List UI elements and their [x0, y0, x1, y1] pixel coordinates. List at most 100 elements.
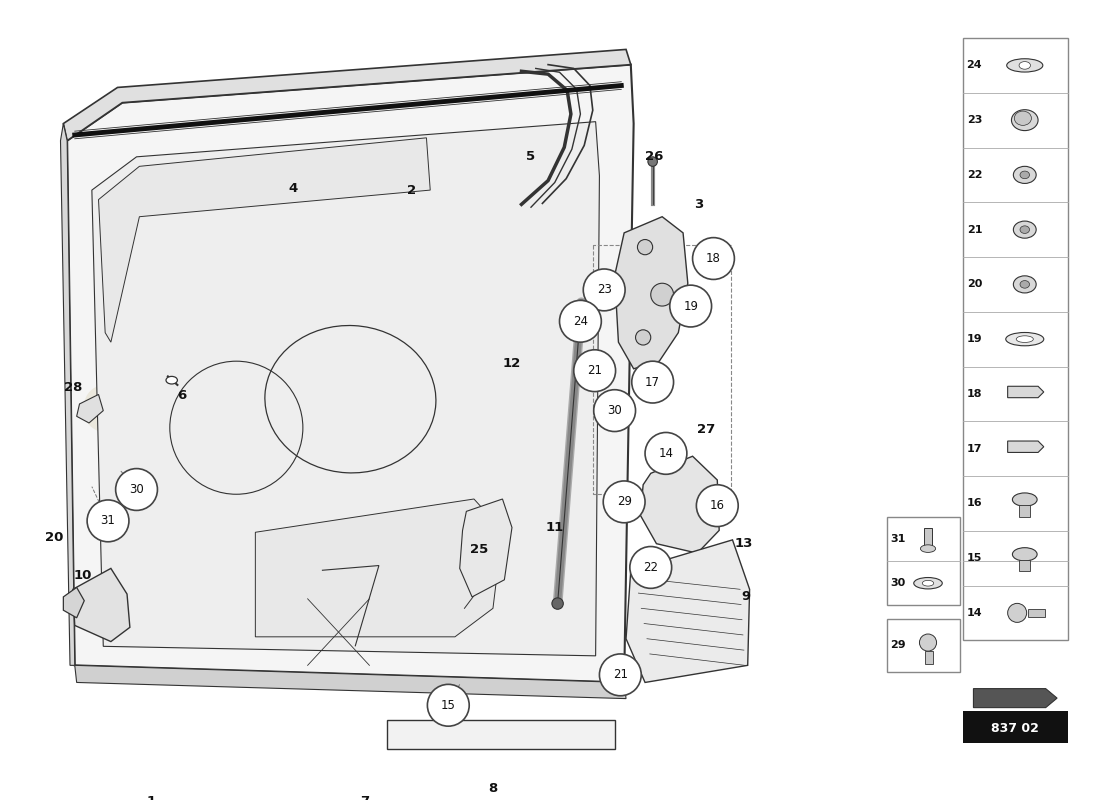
Circle shape	[600, 654, 641, 696]
Text: 17: 17	[967, 444, 982, 454]
Text: 9: 9	[741, 590, 750, 603]
Circle shape	[670, 285, 712, 327]
Text: 16: 16	[710, 499, 725, 512]
Text: 837 02: 837 02	[991, 722, 1040, 735]
Polygon shape	[640, 456, 719, 553]
Text: 26: 26	[646, 150, 663, 163]
Text: 17: 17	[646, 375, 660, 389]
Bar	[962, 38, 1067, 640]
Circle shape	[583, 269, 625, 311]
Polygon shape	[77, 394, 103, 423]
Circle shape	[116, 469, 157, 510]
Ellipse shape	[920, 634, 936, 651]
Polygon shape	[64, 587, 85, 618]
Polygon shape	[60, 123, 75, 666]
Text: 19: 19	[683, 299, 698, 313]
Ellipse shape	[1012, 493, 1037, 506]
Ellipse shape	[1013, 166, 1036, 183]
Text: 23: 23	[967, 115, 982, 125]
Circle shape	[645, 433, 686, 474]
Polygon shape	[626, 540, 749, 682]
Ellipse shape	[921, 545, 936, 553]
Text: 16: 16	[967, 498, 982, 508]
Bar	[925, 651, 933, 665]
Polygon shape	[1008, 386, 1044, 398]
Text: 21: 21	[967, 225, 982, 234]
Circle shape	[428, 684, 470, 726]
Bar	[887, 619, 960, 672]
Text: 2: 2	[407, 183, 416, 197]
Text: 10: 10	[74, 569, 91, 582]
Text: 11: 11	[546, 521, 564, 534]
Ellipse shape	[1012, 110, 1038, 130]
Ellipse shape	[1020, 171, 1030, 178]
Bar	[924, 528, 932, 550]
Text: 5: 5	[527, 150, 536, 163]
Circle shape	[560, 300, 602, 342]
Ellipse shape	[1006, 58, 1043, 72]
Ellipse shape	[1014, 111, 1032, 126]
Bar	[1019, 506, 1031, 517]
Circle shape	[648, 157, 658, 166]
Ellipse shape	[1016, 336, 1033, 342]
Text: 14: 14	[659, 447, 673, 460]
Ellipse shape	[1008, 603, 1026, 622]
Text: 7: 7	[360, 794, 370, 800]
Polygon shape	[99, 138, 430, 342]
Polygon shape	[64, 50, 630, 141]
Text: 21: 21	[587, 364, 602, 377]
Text: 20: 20	[45, 530, 63, 543]
Polygon shape	[75, 666, 626, 698]
Text: 3: 3	[694, 198, 703, 211]
Circle shape	[552, 598, 563, 610]
Text: 12: 12	[503, 357, 521, 370]
Text: 19: 19	[967, 334, 982, 344]
Text: 1: 1	[146, 794, 155, 800]
Polygon shape	[1008, 441, 1044, 453]
Ellipse shape	[1005, 333, 1044, 346]
Text: 28: 28	[64, 382, 82, 394]
Circle shape	[651, 283, 673, 306]
Circle shape	[603, 481, 645, 522]
Text: 18: 18	[706, 252, 721, 265]
Circle shape	[630, 546, 672, 588]
Bar	[962, 711, 1067, 742]
Circle shape	[693, 238, 735, 279]
Polygon shape	[974, 689, 1057, 708]
Polygon shape	[615, 217, 688, 369]
Circle shape	[87, 500, 129, 542]
Ellipse shape	[1013, 276, 1036, 293]
Text: 18: 18	[967, 389, 982, 399]
Text: 31: 31	[100, 514, 116, 527]
Ellipse shape	[914, 578, 943, 589]
Text: 6: 6	[177, 389, 187, 402]
Text: 13: 13	[735, 537, 754, 550]
Circle shape	[636, 330, 651, 345]
Polygon shape	[255, 499, 503, 637]
Text: 31: 31	[890, 534, 905, 544]
Text: 30: 30	[607, 404, 621, 417]
Ellipse shape	[1013, 221, 1036, 238]
Text: 29: 29	[890, 641, 906, 650]
Bar	[386, 721, 615, 749]
Polygon shape	[67, 65, 634, 682]
Ellipse shape	[166, 376, 177, 384]
Text: 30: 30	[129, 483, 144, 496]
Text: 15: 15	[967, 553, 982, 563]
Text: 8: 8	[488, 782, 497, 795]
Bar	[1019, 560, 1031, 571]
Text: eurotec: eurotec	[79, 367, 451, 450]
Bar	[887, 517, 960, 606]
Polygon shape	[460, 499, 512, 597]
Text: 27: 27	[696, 423, 715, 436]
Text: 25: 25	[470, 543, 487, 556]
Text: 29: 29	[617, 495, 631, 508]
Ellipse shape	[1019, 62, 1031, 69]
Ellipse shape	[922, 580, 934, 586]
Text: a passion for parts: a passion for parts	[260, 478, 480, 548]
Circle shape	[631, 361, 673, 403]
Circle shape	[574, 350, 616, 392]
Bar	[1027, 609, 1045, 617]
Circle shape	[696, 485, 738, 526]
Text: 15: 15	[441, 698, 455, 712]
